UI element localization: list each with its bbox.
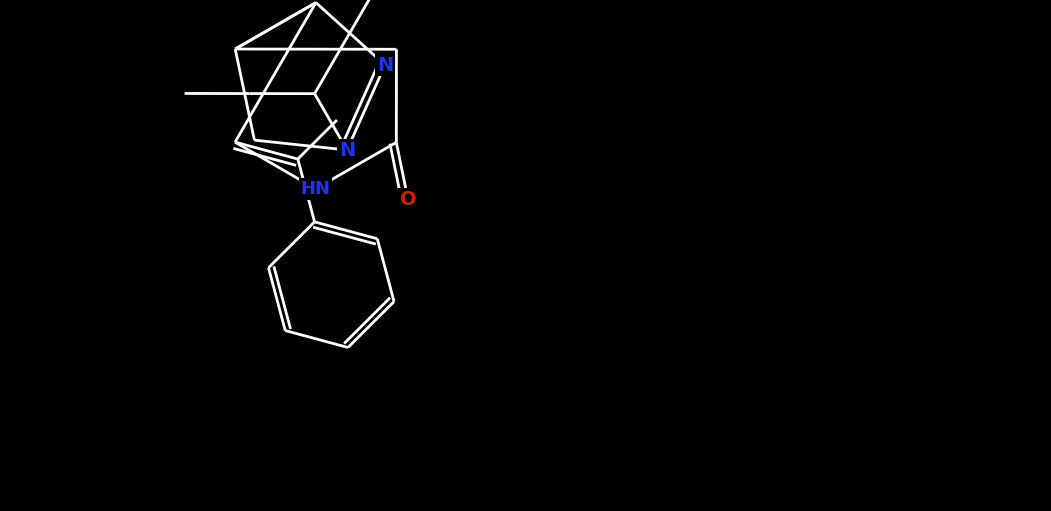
Text: N: N [377, 56, 393, 75]
Text: O: O [399, 190, 416, 209]
Text: N: N [338, 141, 355, 159]
Text: HN: HN [301, 180, 331, 198]
